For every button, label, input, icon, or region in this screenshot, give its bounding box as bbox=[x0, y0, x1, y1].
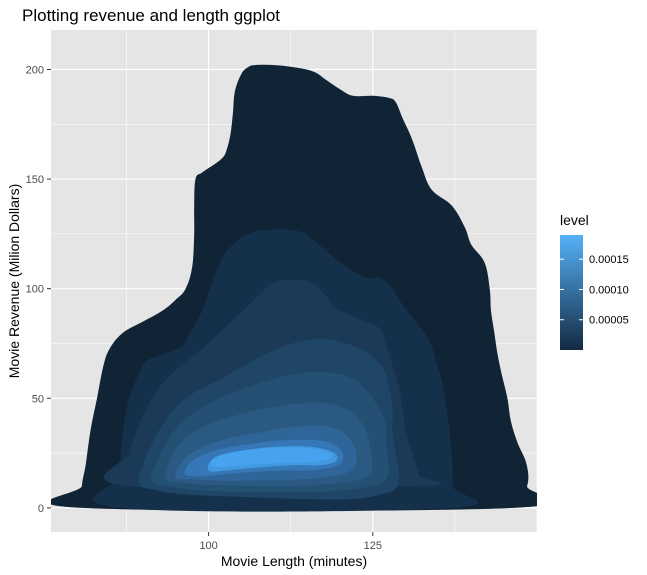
legend: level 0.00005 0.00010 0.00015 bbox=[560, 212, 629, 350]
y-tick-label: 0 bbox=[38, 503, 44, 515]
density-regions bbox=[51, 64, 537, 512]
y-tick-label: 150 bbox=[26, 174, 44, 186]
y-axis-label: Movie Revenue (Milion Dollars) bbox=[6, 184, 22, 379]
legend-tick-label: 0.00005 bbox=[589, 315, 629, 327]
legend-tick-label: 0.00010 bbox=[589, 284, 629, 296]
y-tick-label: 200 bbox=[26, 64, 44, 76]
x-tick-label: 100 bbox=[199, 540, 217, 552]
legend-tick-label: 0.00015 bbox=[589, 254, 629, 266]
chart-title: Plotting revenue and length ggplot bbox=[22, 6, 280, 25]
x-axis-ticks: 100 125 bbox=[199, 532, 382, 552]
y-tick-label: 100 bbox=[26, 284, 44, 296]
legend-ticks: 0.00005 0.00010 0.00015 bbox=[560, 254, 629, 327]
legend-title: level bbox=[560, 212, 589, 228]
x-tick-label: 125 bbox=[364, 540, 382, 552]
y-tick-label: 50 bbox=[32, 393, 44, 405]
x-axis-label: Movie Length (minutes) bbox=[221, 553, 367, 569]
legend-colorbar bbox=[560, 235, 583, 350]
y-axis-ticks: 0 50 100 150 200 bbox=[26, 64, 51, 515]
density-level-10 bbox=[210, 447, 333, 468]
